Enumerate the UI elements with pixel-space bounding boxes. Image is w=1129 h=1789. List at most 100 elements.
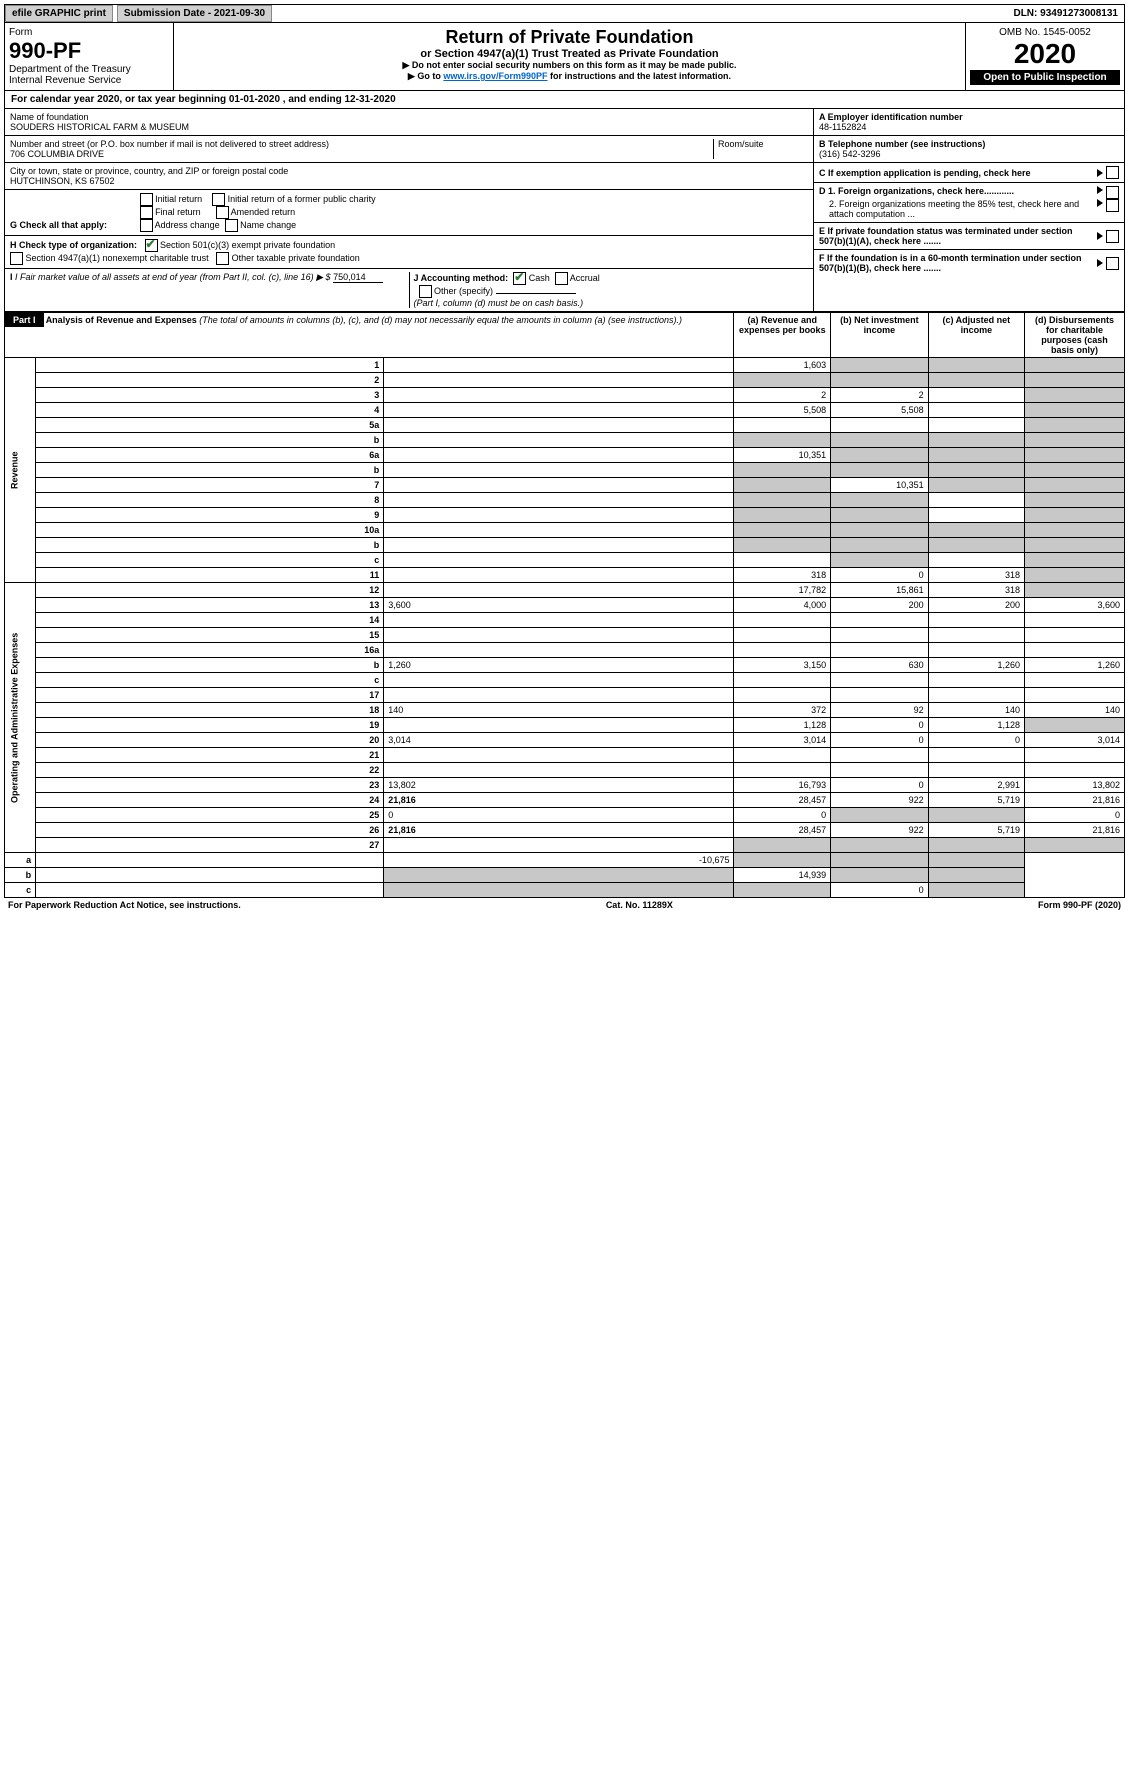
- value-cell: [928, 493, 1024, 508]
- room-label: Room/suite: [718, 139, 808, 149]
- table-row: b: [5, 433, 1125, 448]
- row-number: 20: [36, 733, 384, 748]
- table-row: c0: [5, 883, 1125, 898]
- ein: 48-1152824: [819, 122, 1119, 132]
- instructions-link[interactable]: www.irs.gov/Form990PF: [443, 71, 547, 81]
- value-cell: [734, 853, 831, 868]
- d2-checkbox[interactable]: [1106, 199, 1119, 212]
- d1-checkbox[interactable]: [1106, 186, 1119, 199]
- row-description: [384, 613, 734, 628]
- row-number: 14: [36, 613, 384, 628]
- row-number: 8: [36, 493, 384, 508]
- value-cell: [928, 808, 1024, 823]
- address-change-checkbox[interactable]: [140, 219, 153, 232]
- arrow-icon: [1097, 169, 1103, 177]
- row-number: a: [5, 853, 36, 868]
- c-label: C If exemption application is pending, c…: [819, 168, 1097, 178]
- value-cell: [928, 553, 1024, 568]
- value-cell: [928, 853, 1024, 868]
- value-cell: [928, 688, 1024, 703]
- footer: For Paperwork Reduction Act Notice, see …: [4, 898, 1125, 912]
- dln: DLN: 93491273008131: [1007, 6, 1124, 21]
- value-cell: 15,861: [831, 583, 929, 598]
- table-row: 25000: [5, 808, 1125, 823]
- value-cell: [734, 628, 831, 643]
- e-checkbox[interactable]: [1106, 230, 1119, 243]
- table-row: 22: [5, 763, 1125, 778]
- row-number: 21: [36, 748, 384, 763]
- table-row: 21: [5, 748, 1125, 763]
- row-description: 13,802: [384, 778, 734, 793]
- part1-title: Analysis of Revenue and Expenses: [46, 315, 197, 325]
- row-number: 15: [36, 628, 384, 643]
- name-label: Name of foundation: [10, 112, 808, 122]
- other-taxable-checkbox[interactable]: [216, 252, 229, 265]
- header-left: Form 990-PF Department of the Treasury I…: [5, 23, 174, 90]
- value-cell: 0: [831, 883, 929, 898]
- initial-return-checkbox[interactable]: [140, 193, 153, 206]
- value-cell: [1025, 673, 1125, 688]
- exemption-checkbox[interactable]: [1106, 166, 1119, 179]
- final-return-checkbox[interactable]: [140, 206, 153, 219]
- value-cell: [734, 553, 831, 568]
- cal-end: 12-31-2020: [344, 94, 395, 105]
- value-cell: 140: [928, 703, 1024, 718]
- row-number: b: [36, 463, 384, 478]
- value-cell: 372: [734, 703, 831, 718]
- value-cell: [734, 508, 831, 523]
- row-description: [384, 553, 734, 568]
- part1-note: (The total of amounts in columns (b), (c…: [199, 315, 682, 325]
- 4947-checkbox[interactable]: [10, 252, 23, 265]
- value-cell: [831, 418, 929, 433]
- col-d-header: (d) Disbursements for charitable purpose…: [1025, 313, 1125, 358]
- row-number: b: [36, 433, 384, 448]
- other-method-checkbox[interactable]: [419, 285, 432, 298]
- value-cell: 17,782: [734, 583, 831, 598]
- value-cell: 21,816: [1025, 793, 1125, 808]
- value-cell: 21,816: [1025, 823, 1125, 838]
- value-cell: 28,457: [734, 793, 831, 808]
- accrual-checkbox[interactable]: [555, 272, 568, 285]
- value-cell: 922: [831, 823, 929, 838]
- 501c3-checkbox[interactable]: [145, 239, 158, 252]
- table-row: 2621,81628,4579225,71921,816: [5, 823, 1125, 838]
- table-row: c: [5, 553, 1125, 568]
- table-row: 191,12801,128: [5, 718, 1125, 733]
- row-number: 5a: [36, 418, 384, 433]
- value-cell: 922: [831, 793, 929, 808]
- value-cell: [831, 538, 929, 553]
- value-cell: [831, 463, 929, 478]
- row-description: 1,260: [384, 658, 734, 673]
- h-opt2: Section 4947(a)(1) nonexempt charitable …: [26, 253, 209, 263]
- value-cell: [734, 643, 831, 658]
- warn2-pre: ▶ Go to: [408, 71, 443, 81]
- efile-button[interactable]: efile GRAPHIC print: [5, 5, 113, 22]
- value-cell: 3,014: [734, 733, 831, 748]
- g-label: G Check all that apply:: [10, 220, 107, 230]
- value-cell: [734, 688, 831, 703]
- value-cell: 630: [831, 658, 929, 673]
- initial-former-checkbox[interactable]: [212, 193, 225, 206]
- row-number: 12: [36, 583, 384, 598]
- value-cell: 1,128: [734, 718, 831, 733]
- amended-checkbox[interactable]: [216, 206, 229, 219]
- value-cell: -10,675: [384, 853, 734, 868]
- addr-label: Number and street (or P.O. box number if…: [10, 139, 713, 149]
- row-number: 17: [36, 688, 384, 703]
- value-cell: 1,603: [734, 358, 831, 373]
- g-opt-3: Initial return of a former public charit…: [228, 194, 376, 204]
- value-cell: [928, 388, 1024, 403]
- value-cell: [831, 838, 929, 853]
- table-row: 2: [5, 373, 1125, 388]
- row-description: [384, 628, 734, 643]
- value-cell: [928, 523, 1024, 538]
- c-cell: C If exemption application is pending, c…: [814, 163, 1124, 183]
- cash-checkbox[interactable]: [513, 272, 526, 285]
- value-cell: 14,939: [734, 868, 831, 883]
- row-number: 7: [36, 478, 384, 493]
- name-change-checkbox[interactable]: [225, 219, 238, 232]
- f-checkbox[interactable]: [1106, 257, 1119, 270]
- row-number: 23: [36, 778, 384, 793]
- value-cell: [1025, 553, 1125, 568]
- table-row: b: [5, 463, 1125, 478]
